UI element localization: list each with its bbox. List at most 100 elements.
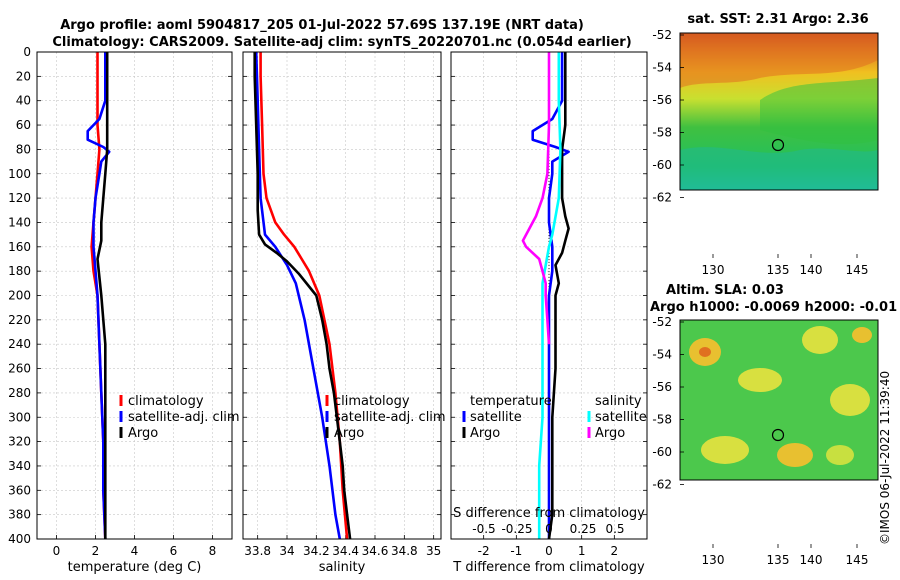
sla-high-blob [738,368,782,392]
salinity-difference-tick-label: 0.5 [605,522,624,536]
sla-map-axes: -52 -54 -56 -58 -60 -62 130 135 140 145 [652,315,868,567]
map-ytick-label: -60 [652,445,672,459]
figure-title-line2: Climatology: CARS2009. Satellite-adj cli… [52,35,631,50]
depth-tick-label: 300 [8,410,31,424]
legend-salinity-title: salinity [595,394,642,409]
difference-xtick-label: -1 [510,544,522,558]
sst-argo-marker [771,138,785,152]
map-xtick-label: 135 [767,263,790,277]
salinity-xlabel: salinity [319,560,366,575]
map-ytick-label: -56 [652,380,672,394]
sla-high-blob [852,327,872,343]
depth-tick-label: 160 [8,240,31,254]
map-xtick-label: 135 [767,553,790,567]
depth-tick-label: 340 [8,459,31,473]
temperature-legend-label: climatology [128,394,204,409]
depth-tick-label: 400 [8,532,31,546]
sst-map: sat. SST: 2.31 Argo: 2.36 -52 -54 -56 -58 -6… [652,12,879,277]
sst-map-axes: -52 -54 -56 -58 -60 -62 130 135 140 145 [652,28,868,277]
difference-plot: -2 -1 0 1 2 T difference from climatology temp… [450,51,648,575]
map-ytick-label: -54 [652,348,672,362]
depth-tick-label: 40 [16,94,31,108]
sla-high-blob [699,347,711,357]
salinity-frame [242,51,442,540]
map-xtick-label: 145 [846,263,869,277]
salinity-difference-tick-label: -0.25 [501,522,532,536]
salinity-series-satellite-adj-clim [254,51,342,540]
depth-tick-label: 180 [8,264,31,278]
watermark: ©IMOS 06-Jul-2022 11:39:40 [878,371,892,545]
map-xtick-label: 145 [846,553,869,567]
depth-tick-label: 80 [16,142,31,156]
sla-map-frame [679,319,879,481]
temperature-xtick-label: 6 [170,544,178,558]
legend-temperature-title: temperature [470,394,552,409]
difference-series-t-argo [547,52,570,540]
temperature-xtick-label: 2 [92,544,100,558]
salinity-xtick-label: 33.8 [244,544,271,558]
depth-tick-label: 200 [8,289,31,303]
depth-tick-label: 120 [8,191,31,205]
sla-high-blob [701,436,749,464]
sla-map: Altim. SLA: 0.03 Argo h1000: -0.0069 h20… [650,283,897,567]
sla-map-title-line2: Argo h1000: -0.0069 h2000: -0.01 [650,300,897,315]
salinity-difference-label: S difference from climatology [453,506,645,521]
temperature-legend-label: Argo [128,426,158,441]
depth-tick-label: 140 [8,215,31,229]
temperature-xtick-label: 0 [53,544,61,558]
difference-xtick-label: 0 [545,544,553,558]
map-ytick-label: -52 [652,315,672,329]
salinity-xtick-label: 35 [426,544,441,558]
temperature-series-argo [96,52,109,539]
salinity-legend-label: Argo [334,426,364,441]
depth-tick-label: 260 [8,362,31,376]
salinity-xtick-label: 34.4 [332,544,359,558]
salinity-difference-tick-label: 0.25 [570,522,597,536]
salinity-series-argo [253,52,352,540]
legend-salinity-label: satellite [595,410,647,425]
map-xtick-label: 140 [800,553,823,567]
salinity-xtick-label: 34 [279,544,294,558]
salinity-xtick-label: 34.6 [362,544,389,558]
figure-title-line1: Argo profile: aoml 5904817_205 01-Jul-20… [60,18,584,33]
depth-tick-label: 20 [16,69,31,83]
temperature-legend-label: satellite-adj. clim [128,410,240,425]
sst-map-title: sat. SST: 2.31 Argo: 2.36 [687,12,868,27]
temperature-frame [36,51,233,540]
sst-cold-patch [680,147,878,190]
map-ytick-label: -60 [652,158,672,172]
map-ytick-label: -58 [652,413,672,427]
temperature-xtick-label: 8 [209,544,217,558]
salinity-xtick-label: 34.2 [303,544,330,558]
difference-xtick-label: 2 [611,544,619,558]
depth-tick-label: 320 [8,435,31,449]
difference-xtick-label: -2 [478,544,490,558]
difference-xtick-label: 1 [578,544,586,558]
legend-salinity-label: Argo [595,426,625,441]
sla-high-blob [802,326,838,354]
depth-tick-label: 220 [8,313,31,327]
sla-map-title-line1: Altim. SLA: 0.03 [666,283,784,298]
depth-tick-label: 360 [8,483,31,497]
legend-temperature-label: satellite [470,410,522,425]
temperature-plot: 0204060801001201401601802002202402602803… [8,45,240,575]
sst-green-patch [760,78,878,145]
map-xtick-label: 130 [702,263,725,277]
temperature-xtick-label: 4 [131,544,139,558]
map-ytick-label: -54 [652,61,672,75]
map-xtick-label: 130 [702,553,725,567]
map-ytick-label: -52 [652,28,672,42]
sla-high-blob [777,443,813,467]
depth-tick-label: 100 [8,167,31,181]
difference-frame [450,51,648,540]
difference-series-s-argo [521,52,551,345]
sla-high-blob [826,445,854,465]
sla-high-blob [830,384,870,416]
salinity-difference-tick-label: 0 [545,522,553,536]
map-xtick-label: 140 [800,263,823,277]
salinity-legend-label: satellite-adj. clim [334,410,446,425]
temperature-series-satellite-adj-clim [86,52,111,540]
depth-tick-label: 60 [16,118,31,132]
difference-xlabel: T difference from climatology [452,560,645,575]
sla-argo-marker [771,428,785,442]
